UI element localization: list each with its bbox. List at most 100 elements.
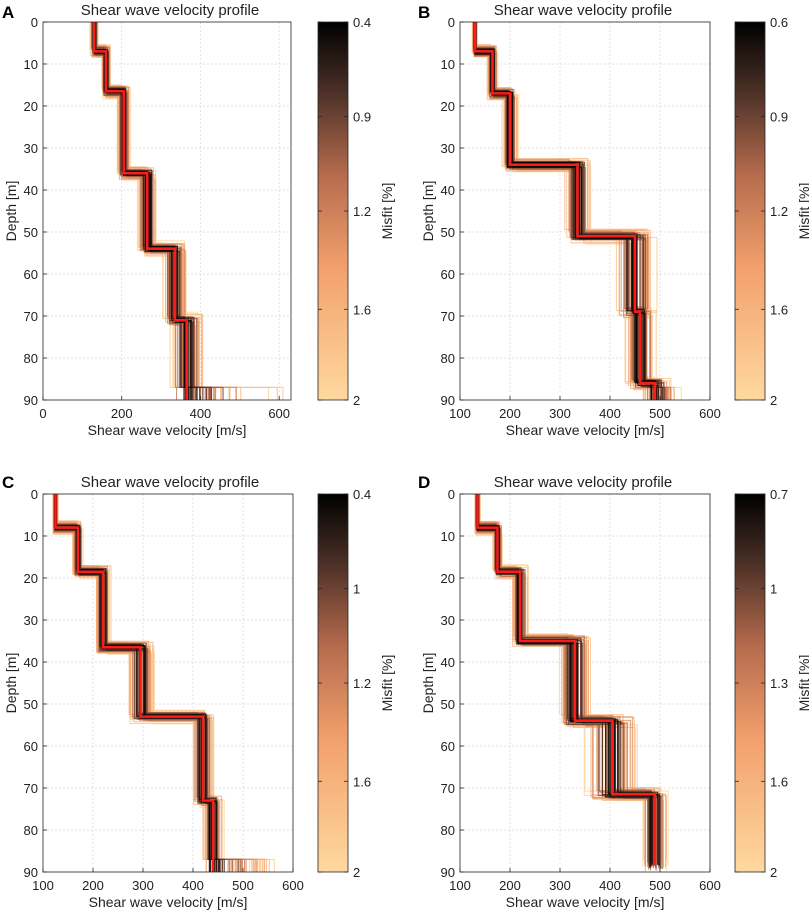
y-tick-label: 40 <box>24 655 38 670</box>
y-tick-label: 60 <box>441 267 455 282</box>
y-tick-label: 80 <box>441 823 455 838</box>
x-tick-label: 0 <box>39 406 46 421</box>
y-tick-label: 50 <box>441 697 455 712</box>
y-tick-label: 0 <box>31 487 38 502</box>
y-tick-label: 30 <box>24 141 38 156</box>
x-axis-label: Shear wave velocity [m/s] <box>88 422 247 438</box>
y-tick-label: 30 <box>441 141 455 156</box>
x-axis-label: Shear wave velocity [m/s] <box>89 894 248 910</box>
y-tick-label: 10 <box>441 529 455 544</box>
panel-letter: A <box>2 3 14 22</box>
x-tick-label: 400 <box>599 406 621 421</box>
x-tick-label: 500 <box>649 406 671 421</box>
colorbar-tick-label: 2 <box>770 865 777 880</box>
x-tick-label: 600 <box>699 878 721 893</box>
y-tick-label: 90 <box>24 393 38 408</box>
x-tick-label: 400 <box>190 406 212 421</box>
y-tick-label: 20 <box>441 571 455 586</box>
y-tick-label: 20 <box>441 99 455 114</box>
y-tick-label: 50 <box>24 225 38 240</box>
x-tick-label: 500 <box>232 878 254 893</box>
colorbar-label: Misfit [%] <box>796 655 809 712</box>
y-axis-label: Depth [m] <box>420 181 436 242</box>
y-tick-label: 30 <box>441 613 455 628</box>
best-fit-profile <box>92 22 188 400</box>
y-tick-label: 70 <box>24 309 38 324</box>
panel-letter: B <box>418 3 430 22</box>
colorbar-label: Misfit [%] <box>379 183 395 240</box>
colorbar-tick-label: 1.2 <box>770 204 788 219</box>
x-tick-label: 600 <box>282 878 304 893</box>
axes-frame <box>459 21 711 401</box>
x-tick-label: 500 <box>649 878 671 893</box>
plot-area <box>43 22 291 400</box>
x-tick-label: 300 <box>549 878 571 893</box>
x-tick-label: 200 <box>499 406 521 421</box>
panel-c: 100 200 300 400 500 600 0 10 20 30 40 50 60 70 80 90 She… <box>2 473 395 910</box>
colorbar-tick-label: 0.7 <box>770 487 788 502</box>
colorbar-label: Misfit [%] <box>379 655 395 712</box>
y-tick-label: 80 <box>441 351 455 366</box>
y-tick-label: 10 <box>24 529 38 544</box>
y-tick-label: 10 <box>24 57 38 72</box>
y-tick-label: 0 <box>31 15 38 30</box>
colorbar-tick-label: 0.4 <box>353 15 371 30</box>
panel-letter: D <box>418 473 430 492</box>
colorbar-label: Misfit [%] <box>796 183 809 240</box>
x-axis-label: Shear wave velocity [m/s] <box>506 422 665 438</box>
y-tick-label: 50 <box>24 697 38 712</box>
x-tick-label: 600 <box>699 406 721 421</box>
best-fit-profile <box>473 22 657 400</box>
colorbar <box>317 21 349 401</box>
colorbar-tick-label: 1.2 <box>353 204 371 219</box>
y-tick-label: 30 <box>24 613 38 628</box>
x-axis-label: Shear wave velocity [m/s] <box>506 894 665 910</box>
axes-frame <box>42 493 294 873</box>
colorbar <box>734 493 766 873</box>
x-tick-label: 100 <box>449 406 471 421</box>
colorbar-tick-label: 1 <box>770 582 777 597</box>
plot-area <box>43 494 293 872</box>
chart-title: Shear wave velocity profile <box>81 474 259 491</box>
colorbar-tick-label: 0.9 <box>353 110 371 125</box>
colorbar-tick-label: 1.6 <box>353 774 371 789</box>
colorbar-tick-label: 1.6 <box>770 302 788 317</box>
y-tick-label: 70 <box>24 781 38 796</box>
colorbar-tick-label: 1 <box>353 582 360 597</box>
y-tick-label: 40 <box>441 183 455 198</box>
panel-b: 100 200 300 400 500 600 0 10 20 30 40 50 60 70 80 90 She… <box>418 2 809 438</box>
chart-title: Shear wave velocity profile <box>494 2 672 19</box>
y-tick-label: 80 <box>24 823 38 838</box>
best-fit-profile <box>476 494 657 866</box>
colorbar-tick-label: 2 <box>353 393 360 408</box>
panel-letter: C <box>2 473 14 492</box>
y-tick-label: 10 <box>441 57 455 72</box>
y-tick-label: 50 <box>441 225 455 240</box>
y-tick-label: 70 <box>441 781 455 796</box>
x-tick-label: 200 <box>499 878 521 893</box>
colorbar <box>317 493 349 873</box>
y-tick-label: 20 <box>24 571 38 586</box>
colorbar-tick-label: 0.6 <box>770 15 788 30</box>
panel-a: 0 200 400 600 0 10 20 30 40 50 60 70 80 90 Shear wave … <box>2 2 395 438</box>
chart-title: Shear wave velocity profile <box>494 474 672 491</box>
y-tick-label: 0 <box>448 15 455 30</box>
x-tick-label: 200 <box>82 878 104 893</box>
y-tick-label: 0 <box>448 487 455 502</box>
colorbar-tick-label: 2 <box>770 393 777 408</box>
x-tick-label: 400 <box>182 878 204 893</box>
y-axis-label: Depth [m] <box>3 653 19 714</box>
x-tick-label: 100 <box>32 878 54 893</box>
axes-frame <box>459 493 711 873</box>
x-tick-label: 300 <box>132 878 154 893</box>
panel-d: 100 200 300 400 500 600 0 10 20 30 40 50 60 70 80 90 She… <box>418 473 809 910</box>
y-tick-label: 60 <box>24 267 38 282</box>
colorbar-tick-label: 1.6 <box>353 302 371 317</box>
y-tick-label: 70 <box>441 309 455 324</box>
colorbar-tick-label: 2 <box>353 865 360 880</box>
x-tick-label: 400 <box>599 878 621 893</box>
y-tick-label: 80 <box>24 351 38 366</box>
x-tick-label: 600 <box>268 406 290 421</box>
